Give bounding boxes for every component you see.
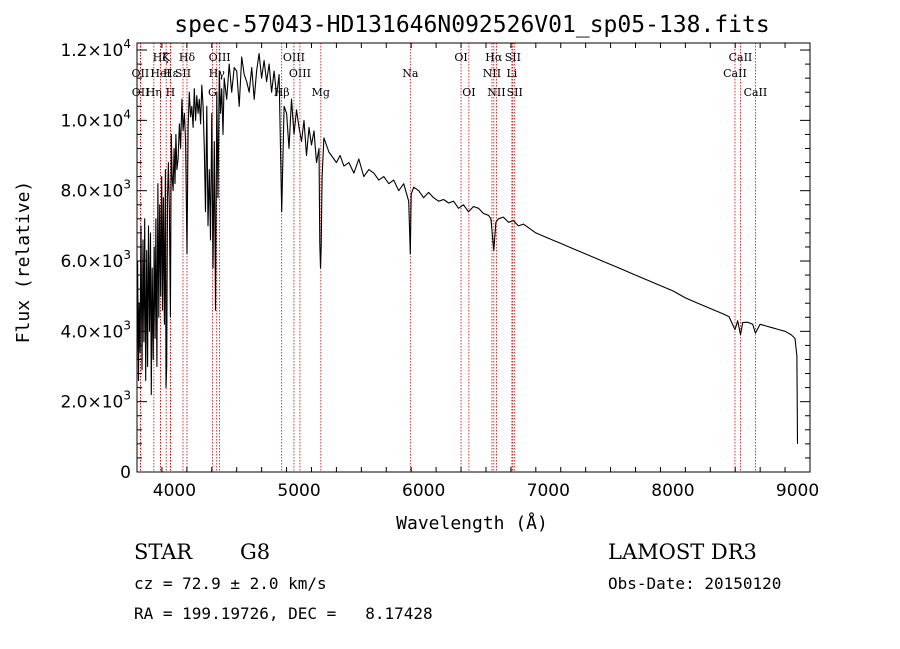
y-tick-exponent: 4 (123, 37, 131, 51)
x-tick-label: 7000 (527, 481, 570, 501)
line-label-12: SII (175, 67, 191, 80)
y-tick-exponent: 3 (123, 318, 131, 332)
y-tick-label: 1.0×104 (60, 107, 131, 131)
y-tick-label: 1.2×104 (60, 37, 131, 61)
line-label-21: NII (483, 67, 501, 80)
x-tick-label: 6000 (402, 481, 445, 501)
y-tick-mantissa: 2.0×10 (60, 393, 123, 413)
line-label-13: G (208, 86, 217, 99)
observation-date: Obs-Date: 20150120 (608, 574, 782, 593)
chart-title: spec-57043-HD131646N092526V01_sp05-138.f… (174, 12, 769, 38)
y-tick-mantissa: 1.0×10 (60, 111, 123, 131)
spectrum-series (136, 52, 799, 444)
y-tick-mantissa: 8.0×10 (60, 182, 123, 202)
line-label-0: Hδ (179, 51, 196, 64)
line-label-3: Hα (485, 51, 503, 64)
y-tick-exponent: 3 (123, 248, 131, 262)
line-label-24: Li (506, 67, 517, 80)
line-label-4: Hζ (153, 51, 169, 64)
line-label-25: SII (507, 86, 523, 99)
plot-frame (136, 42, 811, 473)
y-tick-mantissa: 1.2×10 (60, 41, 123, 61)
y-tick-mantissa: 4.0×10 (60, 322, 123, 342)
y-tick-exponent: 3 (123, 178, 131, 192)
x-tick-label: 5000 (277, 481, 320, 501)
y-axis: 02.0×1034.0×1036.0×1038.0×1031.0×1041.2×… (60, 37, 810, 483)
y-tick-label: 8.0×103 (60, 178, 131, 202)
line-label-17: Mg (312, 86, 330, 99)
x-tick-label: 9000 (776, 481, 819, 501)
x-tick-label: 8000 (651, 481, 694, 501)
line-label-14: OIII (209, 51, 231, 64)
line-label-27: CaII (729, 51, 753, 64)
line-label-11: H (166, 86, 176, 99)
y-axis-label: Flux (relative) (13, 181, 34, 344)
line-label-18: Na (402, 67, 419, 80)
line-label-28: CaII (744, 86, 768, 99)
y-tick-exponent: 4 (123, 107, 131, 121)
y-tick-mantissa: 0 (120, 463, 131, 483)
line-label-15: OIII (283, 51, 305, 64)
line-label-1: Hγ (209, 67, 226, 80)
x-axis: 4000 5000 6000 7000 8000 9000 (136, 43, 819, 501)
line-label-19: OI (454, 51, 467, 64)
line-label-6: Hη (146, 86, 162, 99)
ra-dec-coordinates: RA = 199.19726, DEC = 8.17428 (134, 604, 433, 623)
line-label-20: OI (462, 86, 475, 99)
line-label-9: HeI (150, 67, 170, 80)
survey-name: LAMOST DR3 (608, 540, 757, 564)
x-axis-label: Wavelength (Å) (396, 512, 548, 534)
y-tick-exponent: 3 (123, 389, 131, 403)
object-subclass: G8 (240, 540, 271, 564)
y-tick-mantissa: 6.0×10 (60, 252, 123, 272)
y-tick-label: 4.0×103 (60, 318, 131, 342)
object-class-label: STAR (134, 540, 193, 564)
y-tick-label: 0 (120, 463, 131, 483)
y-tick-label: 2.0×103 (60, 389, 131, 413)
line-label-26: CaII (723, 67, 747, 80)
line-label-10: K (162, 51, 171, 64)
spectral-line-markers (139, 43, 756, 472)
line-label-7: OII (132, 67, 150, 80)
line-label-16: OIII (289, 67, 311, 80)
redshift-velocity: cz = 72.9 ± 2.0 km/s (134, 574, 327, 593)
line-label-22: NII (487, 86, 505, 99)
line-label-23: SII (505, 51, 521, 64)
line-label-5: Hε (163, 67, 179, 80)
x-tick-label: 4000 (153, 481, 196, 501)
y-tick-label: 6.0×103 (60, 248, 131, 272)
